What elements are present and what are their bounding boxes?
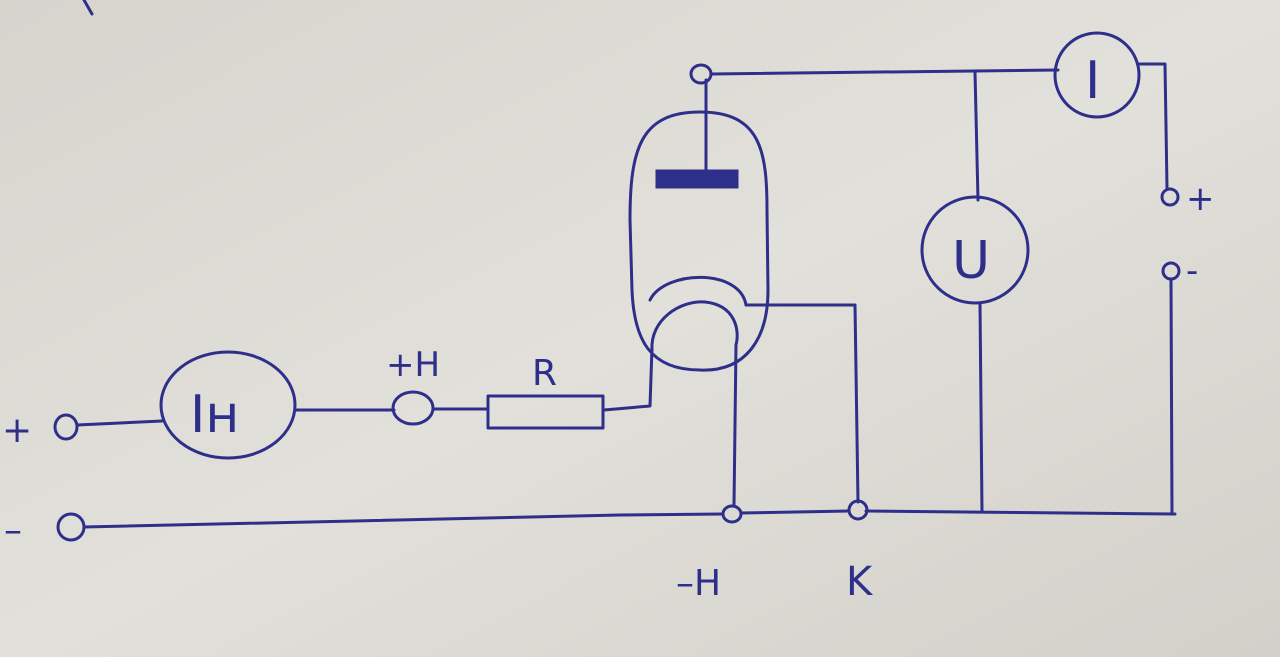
minus-h-label: –H	[676, 563, 721, 604]
wire-voltmeter-top	[973, 70, 980, 202]
anode-minus-label: -	[1186, 251, 1198, 291]
heater-ammeter: Iн	[159, 350, 297, 460]
bottom-wire-middle	[739, 509, 851, 515]
filament-minus-lead	[732, 343, 738, 507]
wire-ammeter-to-plus-terminal	[1137, 62, 1169, 190]
resistor-label: R	[532, 353, 557, 394]
vacuum-tube	[628, 78, 860, 507]
wire-anode-to-ammeter	[709, 68, 1060, 76]
wire-plus-to-ammeter	[75, 419, 164, 427]
wire-voltmeter-bottom	[978, 301, 984, 514]
anode-supply-plus-terminal: +	[1160, 179, 1215, 219]
plus-h-label: +H	[386, 345, 440, 385]
tube-envelope	[628, 110, 770, 372]
voltmeter-label: U	[952, 231, 990, 291]
tube-anode-plate	[655, 169, 739, 189]
plus-h-terminal: +H	[386, 345, 440, 426]
bottom-wire-right	[864, 509, 1177, 516]
anode-plus-label: +	[1186, 179, 1215, 219]
tube-cathode-sleeve	[648, 275, 748, 307]
wire-resistor-to-filament	[602, 346, 654, 412]
bottom-wire-left	[82, 512, 725, 529]
pen-mark	[82, 0, 94, 16]
cathode-terminal: K	[846, 499, 874, 605]
wire-minus-terminal-down	[1169, 277, 1174, 516]
tube-filament	[650, 300, 739, 352]
heater-supply-plus-terminal: +	[2, 410, 79, 451]
resistor-R: R	[486, 353, 605, 430]
anode-ammeter: I	[1053, 31, 1141, 119]
minus-h-terminal: –H	[676, 504, 743, 604]
cathode-lead	[744, 303, 860, 504]
source-plus-label: +	[2, 410, 32, 451]
anode-ammeter-label: I	[1085, 51, 1100, 111]
heater-ammeter-label: Iн	[190, 385, 239, 445]
cathode-label: K	[846, 559, 874, 605]
source-minus-label: –	[4, 510, 22, 551]
voltmeter: U	[920, 195, 1030, 305]
